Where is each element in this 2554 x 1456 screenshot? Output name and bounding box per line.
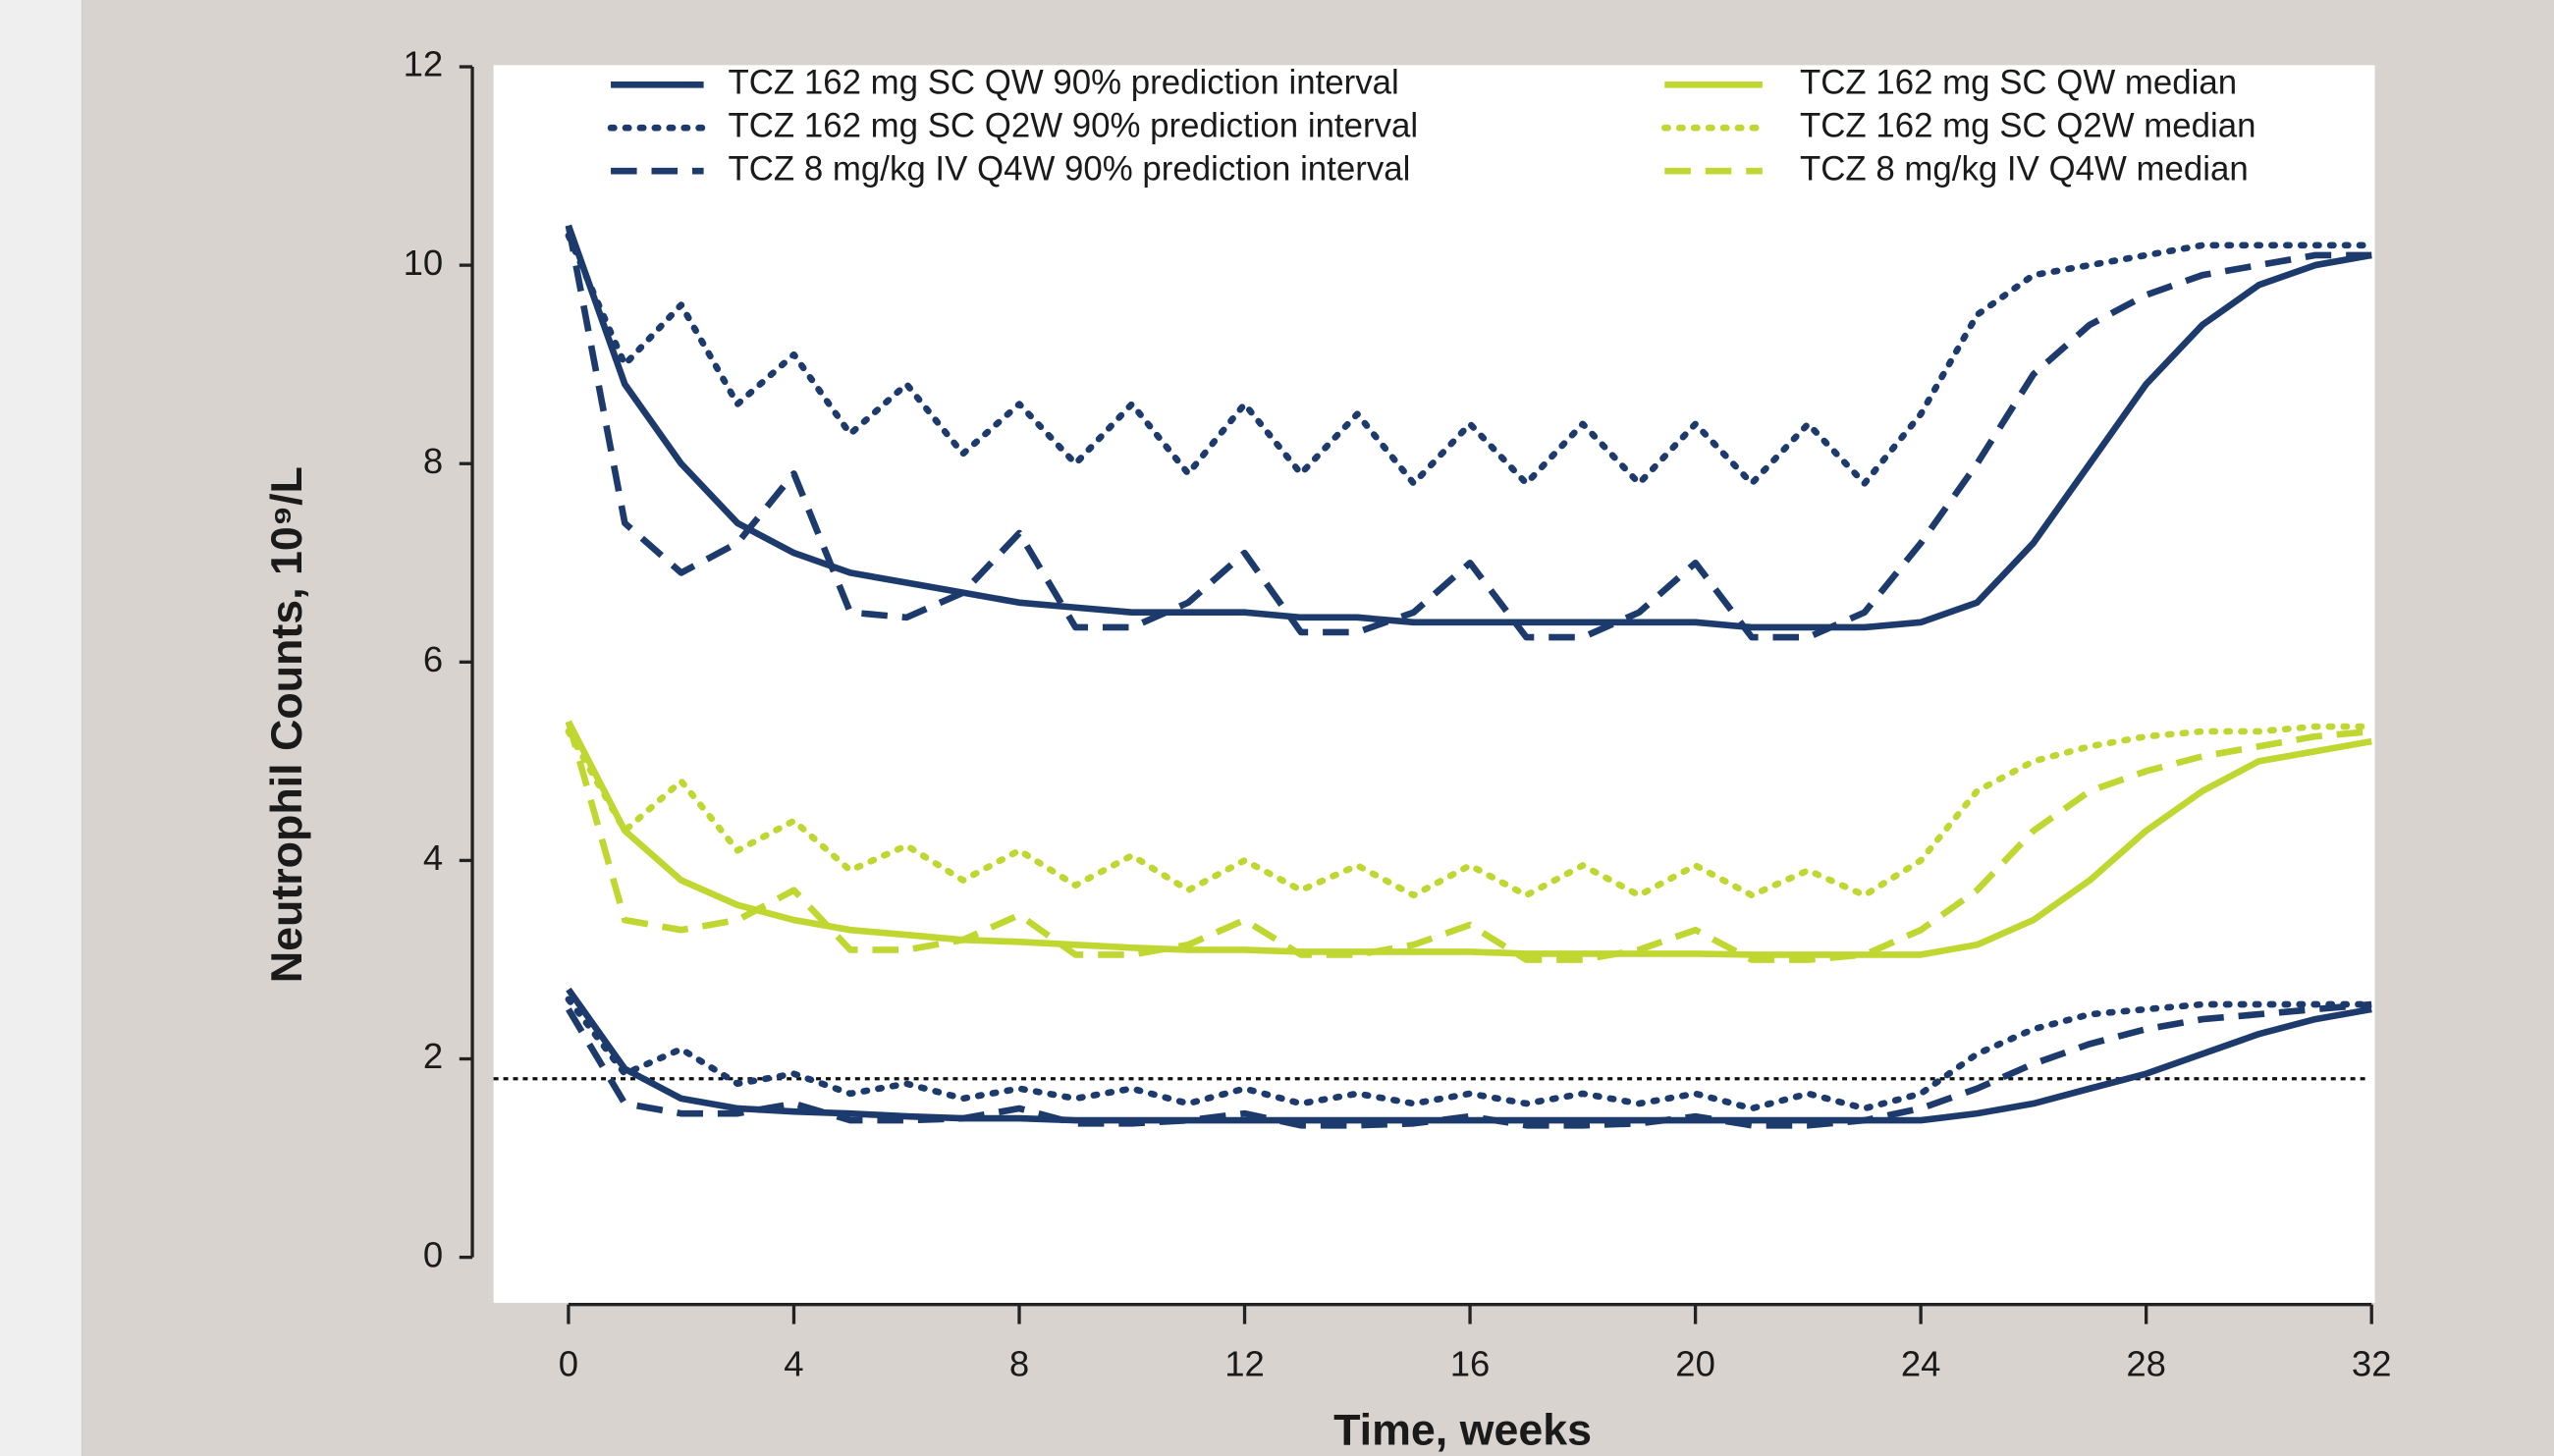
y-tick-label: 10 xyxy=(404,243,444,283)
median-line xyxy=(565,723,2375,899)
legend-label: TCZ 8 mg/kg IV Q4W 90% prediction interv… xyxy=(728,149,1410,188)
x-tick-label: 16 xyxy=(1450,1343,1491,1383)
interval-lower-line xyxy=(565,996,2375,1112)
legend-label: TCZ 8 mg/kg IV Q4W median xyxy=(1800,149,2249,188)
x-tick-label: 32 xyxy=(2352,1343,2392,1383)
y-tick-label: 6 xyxy=(423,639,443,679)
y-axis-title: Neutrophil Counts, 10⁹/L xyxy=(262,466,311,983)
interval-lower-line xyxy=(566,987,2372,1124)
y-tick-label: 12 xyxy=(404,44,444,84)
y-tick-label: 4 xyxy=(423,837,443,878)
x-tick-label: 24 xyxy=(1901,1343,1941,1383)
interval-upper-line xyxy=(565,225,2372,641)
x-tick-label: 28 xyxy=(2126,1343,2166,1383)
y-tick-label: 8 xyxy=(423,441,443,481)
median-line xyxy=(565,721,2372,963)
legend-label: TCZ 162 mg SC Q2W 90% prediction interva… xyxy=(728,106,1418,144)
x-tick-label: 0 xyxy=(559,1343,578,1383)
y-tick-label: 2 xyxy=(423,1036,443,1076)
x-tick-label: 8 xyxy=(1009,1343,1029,1383)
x-tick-label: 4 xyxy=(784,1343,803,1383)
legend-label: TCZ 162 mg SC Q2W median xyxy=(1800,106,2256,144)
x-axis-title: Time, weeks xyxy=(1333,1406,1592,1455)
interval-upper-line xyxy=(565,224,2372,631)
interval-upper-line xyxy=(565,232,2375,487)
left-strip xyxy=(0,0,82,1456)
legend-label: TCZ 162 mg SC QW 90% prediction interval xyxy=(728,63,1398,101)
x-tick-label: 12 xyxy=(1224,1343,1265,1383)
median-line xyxy=(565,720,2372,958)
legend-label: TCZ 162 mg SC QW median xyxy=(1800,63,2237,101)
x-tick-label: 20 xyxy=(1675,1343,1715,1383)
y-tick-label: 0 xyxy=(423,1234,443,1274)
